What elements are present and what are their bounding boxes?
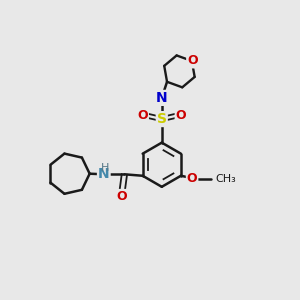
Text: N: N bbox=[98, 167, 110, 181]
Text: H: H bbox=[100, 163, 109, 173]
Text: N: N bbox=[156, 91, 168, 105]
Text: O: O bbox=[117, 190, 128, 203]
Text: O: O bbox=[176, 109, 186, 122]
Text: O: O bbox=[187, 172, 197, 185]
Text: S: S bbox=[157, 112, 167, 126]
Text: O: O bbox=[137, 109, 148, 122]
Text: CH₃: CH₃ bbox=[216, 174, 236, 184]
Text: O: O bbox=[187, 55, 198, 68]
